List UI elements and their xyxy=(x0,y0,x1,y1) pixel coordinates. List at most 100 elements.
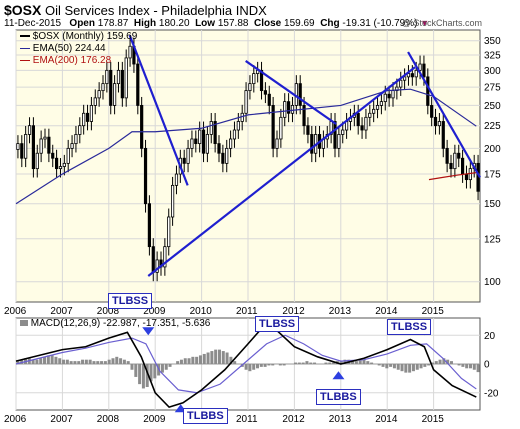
macd-histogram-bar xyxy=(339,361,343,364)
candle-body xyxy=(58,166,63,170)
trendline xyxy=(245,60,337,125)
macd-histogram-bar xyxy=(472,364,476,370)
candle-body xyxy=(47,136,51,154)
price-x-tick-label: 2014 xyxy=(375,306,398,317)
candle-body xyxy=(43,136,47,140)
candle-body xyxy=(441,121,445,149)
macd-histogram-bar xyxy=(351,361,355,364)
candle-body xyxy=(364,116,368,131)
macd-histogram-bar xyxy=(183,358,187,364)
candle-body xyxy=(140,105,144,149)
macd-histogram-bar xyxy=(404,364,408,373)
price-x-tick-label: 2012 xyxy=(282,306,305,317)
candle-body xyxy=(418,63,422,71)
candle-body xyxy=(263,90,267,95)
candle-body xyxy=(267,93,271,106)
macd-x-tick-label: 2006 xyxy=(4,414,27,425)
macd-histogram-bar xyxy=(107,359,111,364)
candle-body xyxy=(186,147,190,164)
macd-histogram-bar xyxy=(415,364,419,370)
macd-histogram-bar xyxy=(81,359,85,364)
price-x-tick-label: 2009 xyxy=(143,306,166,317)
low-value: 157.88 xyxy=(217,18,249,29)
candle-body xyxy=(143,147,148,205)
macd-histogram-bar xyxy=(476,364,480,373)
price-y-tick-label: 325 xyxy=(484,50,501,61)
macd-histogram-bar xyxy=(267,364,271,366)
macd-histogram-bar xyxy=(141,364,145,389)
macd-histogram-bar xyxy=(332,362,336,364)
candle-body xyxy=(453,152,457,170)
macd-histogram-bar xyxy=(263,364,267,367)
price-y-tick-label: 275 xyxy=(484,83,501,94)
candle-body xyxy=(302,105,306,127)
macd-histogram-bar xyxy=(96,361,100,364)
macd-histogram-bar xyxy=(130,364,134,370)
candle-body xyxy=(39,138,43,154)
price-y-tick-label: 100 xyxy=(484,277,501,288)
candle-body xyxy=(341,129,345,135)
macd-histogram-bar xyxy=(465,364,469,369)
macd-histogram-bar xyxy=(411,364,415,372)
exchange: INDX xyxy=(235,3,267,18)
candle-body xyxy=(457,152,461,159)
candle-body xyxy=(174,173,179,186)
annotation-tlbss-2014: TLBSS xyxy=(387,319,432,335)
candle-body xyxy=(20,143,24,159)
legend-price-label: $OSX (Monthly) 159.69 xyxy=(32,31,138,42)
macd-histogram-bar xyxy=(164,364,168,370)
candle-body xyxy=(16,143,20,150)
candle-body xyxy=(89,105,93,122)
macd-histogram-bar xyxy=(400,364,404,372)
chart-title: $OSX Oil Services Index - Philadelphia I… xyxy=(4,2,267,18)
macd-histogram-bar xyxy=(297,362,301,364)
candle-body xyxy=(62,162,66,167)
macd-histogram-bar xyxy=(179,359,183,364)
candle-body xyxy=(468,168,472,181)
candle-body xyxy=(74,134,78,145)
macd-histogram-bar xyxy=(138,364,142,385)
macd-histogram-bar xyxy=(427,364,431,366)
legend-ema50-swatch xyxy=(20,47,30,49)
macd-histogram-bar xyxy=(65,359,69,364)
candle-body xyxy=(155,259,159,273)
macd-histogram-bar xyxy=(145,364,149,387)
candle-body xyxy=(383,93,387,103)
candle-body xyxy=(116,69,121,85)
candle-body xyxy=(236,121,240,131)
close-value: 159.69 xyxy=(284,18,315,29)
macd-histogram-bar xyxy=(370,362,374,364)
macd-histogram-bar xyxy=(39,358,43,364)
price-x-tick-label: 2013 xyxy=(329,306,352,317)
macd-histogram-bar xyxy=(244,364,248,370)
candle-body xyxy=(433,116,438,127)
candle-body xyxy=(82,112,86,127)
trendline xyxy=(407,51,481,178)
candle-body xyxy=(124,57,128,99)
macd-y-tick-label: 20 xyxy=(484,331,496,342)
macd-histogram-bar xyxy=(115,356,119,364)
candle-body xyxy=(461,157,465,175)
macd-histogram-bar xyxy=(88,359,92,364)
candle-body xyxy=(437,121,441,127)
macd-histogram-bar xyxy=(282,364,286,366)
macd-histogram-bar xyxy=(278,364,282,366)
macd-histogram-bar xyxy=(229,356,233,364)
macd-histogram-bar xyxy=(50,355,54,364)
macd-histogram-bar xyxy=(461,364,465,367)
candle-body xyxy=(426,76,430,106)
macd-histogram-bar xyxy=(381,364,385,367)
symbol: $OSX xyxy=(4,2,42,18)
macd-histogram-bar xyxy=(385,364,389,369)
candle-body xyxy=(290,105,295,114)
macd-histogram-bar xyxy=(233,361,237,364)
macd-x-tick-label: 2013 xyxy=(329,414,352,425)
macd-histogram-bar xyxy=(100,361,104,364)
candle-body xyxy=(27,125,32,135)
macd-histogram-bar xyxy=(252,364,256,370)
candle-body xyxy=(310,134,314,154)
candle-body xyxy=(66,147,70,164)
candle-body xyxy=(464,173,469,181)
macd-histogram-bar xyxy=(62,359,66,364)
candle-body xyxy=(403,76,407,81)
